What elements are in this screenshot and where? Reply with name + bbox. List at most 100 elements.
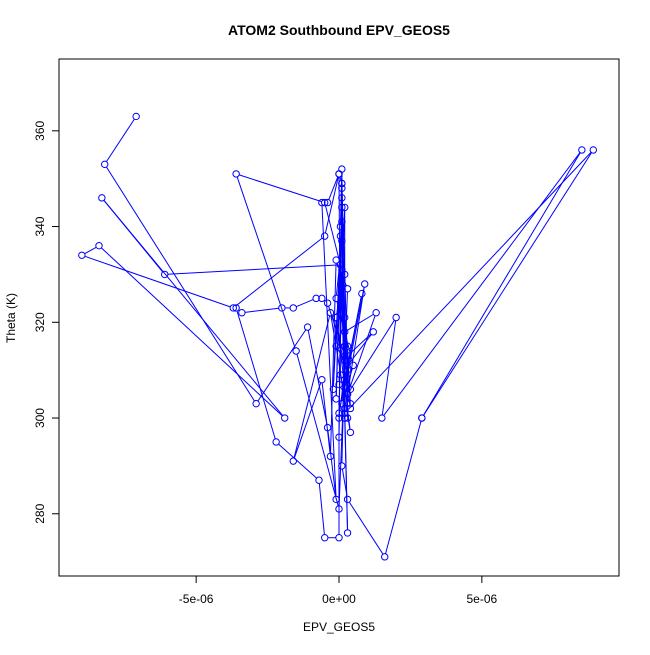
y-tick-label: 360 (33, 120, 47, 140)
series-segment (257, 329, 307, 402)
data-point (335, 414, 343, 422)
series-segment (346, 151, 592, 412)
x-axis: -5e-06 0e+00 5e-06 (179, 575, 498, 606)
data-point (323, 423, 332, 432)
data-point (78, 251, 86, 259)
series-segment (296, 299, 314, 308)
series-segment (318, 483, 325, 535)
data-point (361, 280, 369, 288)
data-point (321, 198, 329, 207)
data-point (336, 222, 345, 231)
data-point (341, 203, 349, 212)
data-point (336, 261, 345, 269)
data-point (358, 289, 366, 298)
series-segment (349, 333, 372, 354)
data-point (369, 328, 377, 336)
x-axis-label: EPV_GEOS5 (303, 620, 375, 634)
data-point (589, 146, 597, 154)
series-segment (328, 176, 339, 200)
data-point (332, 294, 340, 303)
data-point (338, 237, 346, 245)
series-segment (167, 264, 338, 275)
data-point (335, 170, 343, 178)
data-point (338, 462, 346, 470)
series-segment (383, 152, 581, 416)
series-segment (341, 468, 348, 497)
x-tick-label: 5e-06 (467, 592, 498, 606)
data-point (95, 241, 103, 250)
data-point (336, 371, 345, 379)
data-point (343, 529, 352, 537)
series-segment (293, 382, 322, 459)
x-tick-label: -5e-06 (179, 592, 214, 606)
data-point (326, 309, 335, 317)
data-point (315, 476, 323, 484)
data-point (343, 366, 352, 374)
data-point (338, 179, 346, 188)
series-segment (101, 247, 283, 417)
data-point (289, 457, 297, 465)
data-point (338, 203, 346, 212)
data-point (335, 380, 343, 389)
data-point (338, 218, 346, 226)
data-point (335, 409, 343, 417)
data-point (332, 342, 340, 350)
series-segment (347, 287, 365, 392)
data-point (332, 495, 340, 504)
series-segment (339, 176, 342, 181)
data-point (229, 304, 237, 312)
series-segment (324, 176, 339, 234)
series-segment (348, 319, 395, 392)
y-tick-label: 320 (33, 312, 47, 332)
data-point (392, 313, 400, 322)
data-point (341, 352, 349, 360)
series-segment (84, 255, 231, 308)
data-point (101, 160, 109, 169)
series-segment (385, 420, 422, 554)
series-segment (348, 501, 384, 555)
data-point (312, 294, 320, 303)
data-point (232, 304, 240, 312)
data-point (335, 505, 343, 513)
data-point (338, 265, 346, 274)
series-segment (325, 205, 341, 262)
data-point (321, 534, 329, 542)
data-point (341, 404, 349, 413)
data-point (292, 347, 300, 355)
data-point (346, 399, 355, 408)
data-point (338, 184, 346, 192)
series-segment (235, 237, 323, 307)
data-point (326, 452, 335, 461)
data-point (272, 438, 280, 446)
data-point (343, 285, 352, 293)
data-point (341, 313, 349, 322)
data-point (318, 294, 326, 303)
data-point (418, 414, 426, 422)
data-point (341, 342, 349, 350)
data-point (343, 495, 352, 504)
data-point (321, 232, 329, 240)
y-tick-label: 300 (33, 408, 47, 428)
data-point (332, 395, 340, 403)
data-point (346, 404, 355, 413)
data-point (332, 256, 340, 264)
data-point (232, 170, 240, 178)
data-point (289, 304, 297, 312)
data-point (341, 409, 349, 417)
data-point (132, 112, 140, 121)
y-axis: 280 300 320 340 360 (33, 120, 60, 524)
series-segment (84, 246, 97, 255)
data-point (238, 309, 246, 317)
data-point (252, 399, 260, 408)
data-point (98, 194, 106, 202)
y-tick-label: 280 (33, 503, 47, 523)
data-point (338, 280, 346, 288)
data-point (332, 313, 340, 322)
data-point (318, 198, 326, 207)
data-point (318, 376, 326, 384)
data-point (378, 414, 386, 422)
data-point (341, 328, 349, 336)
